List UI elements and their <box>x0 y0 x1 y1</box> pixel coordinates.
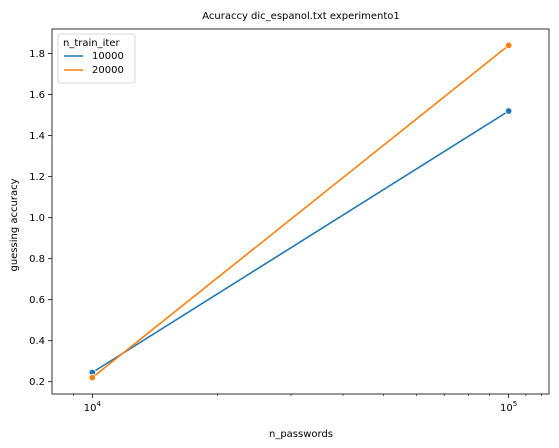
chart-title: Acuraccy dic_espanol.txt experimento1 <box>202 11 400 22</box>
x-axis-label: n_passwords <box>269 429 333 440</box>
y-tick-label: 1.0 <box>29 213 45 224</box>
x-tick-label: 104 <box>84 400 102 414</box>
data-point-20000 <box>88 373 97 382</box>
y-tick-label: 1.4 <box>29 131 45 142</box>
y-tick-label: 0.8 <box>29 254 45 265</box>
data-point-10000 <box>504 107 513 115</box>
y-tick-label: 0.6 <box>29 295 45 306</box>
y-tick-label: 1.2 <box>29 172 45 183</box>
series-line-20000 <box>91 44 510 379</box>
y-tick-label: 0.4 <box>29 336 45 347</box>
x-tick-label: 105 <box>500 400 517 414</box>
y-tick-label: 1.8 <box>29 49 45 60</box>
data-point-20000 <box>504 41 513 50</box>
y-tick-label: 0.2 <box>29 377 45 388</box>
legend-title: n_train_iter <box>63 38 120 49</box>
plot-area: 104 105 0.2 0.4 0.6 0.8 1.0 1.2 1.4 1.6 1.8 n_train… <box>29 28 550 414</box>
y-tick-label: 1.6 <box>29 90 45 101</box>
series-line-10000 <box>91 110 510 374</box>
legend-label-10000: 10000 <box>92 51 124 62</box>
y-axis-label: guessing accuracy <box>9 178 20 271</box>
legend-label-20000: 20000 <box>92 65 124 76</box>
axes-frame <box>51 28 550 395</box>
